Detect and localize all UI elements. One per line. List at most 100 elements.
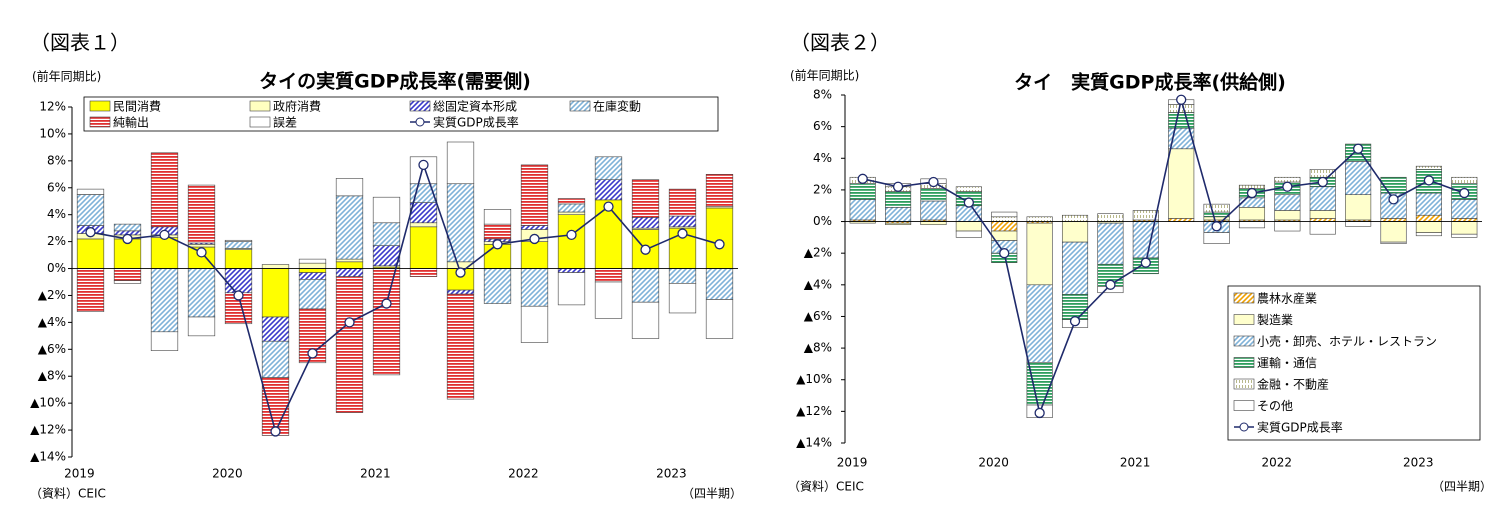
bar-segment <box>1238 184 1266 189</box>
bar-segment <box>955 205 982 222</box>
y-tick-label: 4% <box>813 151 832 165</box>
bar-segment <box>557 268 586 273</box>
line-marker <box>1423 175 1435 186</box>
line-marker <box>1211 221 1222 232</box>
y-tick-label: 2% <box>47 234 66 248</box>
bar-segment <box>409 268 438 277</box>
bar-segment <box>849 199 876 221</box>
bar-segment <box>224 249 253 269</box>
legend-swatch <box>89 100 111 112</box>
bar-segment <box>520 241 549 269</box>
line-marker <box>196 247 207 258</box>
line-marker <box>928 176 939 188</box>
bar-segment <box>991 216 1018 222</box>
bar-segment <box>1451 176 1478 184</box>
legend-label: 政府消費 <box>273 99 321 114</box>
y-tick-label: ▲8% <box>38 369 66 383</box>
bar-segment <box>261 316 290 342</box>
bar-segment <box>1238 207 1266 221</box>
legend-swatch <box>1233 292 1255 304</box>
period-label: （四半期） <box>1432 480 1492 494</box>
line <box>90 162 720 434</box>
legend-label: 製造業 <box>1257 313 1293 327</box>
legend-label: 在庫変動 <box>593 99 641 114</box>
bar-segment <box>1203 232 1230 244</box>
figure-label: （図表１） <box>30 31 130 55</box>
bar-segment <box>1380 176 1407 194</box>
figure-label: （図表２） <box>790 31 890 55</box>
bar-segment <box>224 268 253 294</box>
y-tick-label: ▲10% <box>796 372 832 386</box>
y-tick-label: ▲6% <box>804 309 832 323</box>
bar-segment <box>991 211 1018 218</box>
legend-swatch <box>249 116 271 128</box>
bar-segment <box>1026 216 1053 222</box>
bar-segment <box>187 316 216 337</box>
bar-segment <box>1238 197 1266 208</box>
bar-segment <box>113 223 142 232</box>
legend-box <box>1227 285 1481 441</box>
bar-segment <box>335 276 364 413</box>
bar-segment <box>372 245 401 267</box>
legend-swatch <box>1239 422 1249 432</box>
bar-segment <box>1203 203 1230 213</box>
y-tick-label: 2% <box>813 182 832 196</box>
bar-segment <box>631 179 660 218</box>
bar-segment <box>885 222 912 226</box>
line-marker <box>381 298 392 309</box>
bar-segment <box>557 214 586 269</box>
bar-segment <box>955 221 982 232</box>
bar-segment <box>705 299 734 339</box>
line-marker <box>344 317 355 328</box>
bar-segment <box>1061 294 1089 320</box>
bar-segment <box>1451 233 1478 238</box>
y-tick-label: ▲6% <box>38 342 66 356</box>
y-tick-label: 8% <box>813 88 832 102</box>
y-tick-label: ▲4% <box>38 315 66 329</box>
bar-segment <box>298 262 327 269</box>
line-marker <box>1352 143 1364 154</box>
bar-segment <box>1309 186 1336 211</box>
bar-segment <box>224 239 253 242</box>
legend-label: その他 <box>1257 399 1293 413</box>
chart-title: タイの実質GDP成長率(需要側) <box>259 70 531 93</box>
period-label: （四半期） <box>682 487 742 501</box>
legend-label: 運輸・通信 <box>1257 355 1317 370</box>
bar-segment <box>1203 211 1230 218</box>
bar-segment <box>557 198 586 205</box>
y-tick-label: 0% <box>47 261 66 275</box>
line-marker <box>1176 94 1187 105</box>
line-marker <box>85 227 96 238</box>
legend-swatch <box>409 100 431 112</box>
bar-segment <box>187 268 216 318</box>
bar-segment <box>1061 214 1089 222</box>
y-tick-label: 0% <box>813 214 832 228</box>
line-marker <box>1388 194 1399 205</box>
bar-segment <box>1026 222 1053 286</box>
bar-segment <box>261 377 290 436</box>
bar-segment <box>483 209 512 225</box>
bar-segment <box>1274 210 1301 221</box>
bar-segment <box>1380 218 1407 222</box>
bar-segment <box>668 215 697 228</box>
y-tick-label: ▲12% <box>30 423 66 437</box>
bar-segment <box>1168 104 1195 113</box>
bar-segment <box>920 221 947 226</box>
bar-segment <box>446 141 475 185</box>
bar-segment <box>1097 222 1124 265</box>
bar-segment <box>594 179 623 201</box>
y-tick-label: ▲2% <box>804 246 832 260</box>
bar-segment <box>1168 112 1195 129</box>
bar-segment <box>955 230 982 238</box>
bar-segment <box>920 188 947 202</box>
legend-label: 民間消費 <box>113 99 161 114</box>
legend-swatch <box>1233 400 1255 411</box>
line-marker <box>714 239 725 250</box>
bar-segment <box>849 183 876 200</box>
unit-label: (前年同期比) <box>790 68 859 83</box>
bar-segment <box>298 268 327 273</box>
source: （資料）CEIC <box>30 487 106 501</box>
bar-segment <box>372 196 401 224</box>
